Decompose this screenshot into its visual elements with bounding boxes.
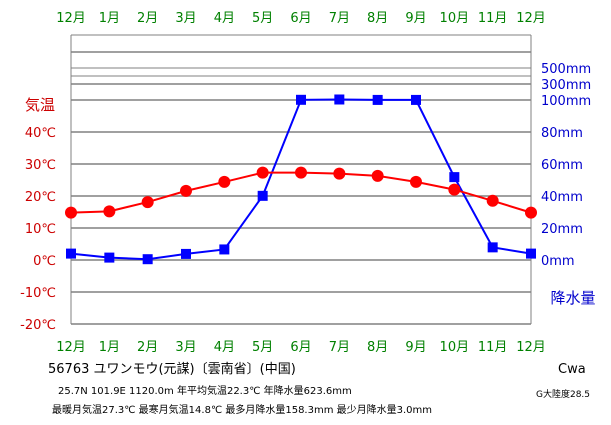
month-label-top: 8月 bbox=[367, 11, 388, 26]
temperature-tick-label: 20℃ bbox=[25, 190, 56, 205]
month-label-bottom: 8月 bbox=[367, 340, 388, 355]
precipitation-tick-label: 300mm bbox=[541, 78, 591, 93]
month-label-bottom: 12月 bbox=[516, 340, 546, 355]
month-label-bottom: 3月 bbox=[175, 340, 196, 355]
month-label-top: 4月 bbox=[214, 11, 235, 26]
temperature-tick-label: -10℃ bbox=[20, 286, 56, 301]
temperature-point bbox=[180, 184, 192, 197]
month-label-bottom: 2月 bbox=[137, 340, 158, 355]
precipitation-tick-label: 100mm bbox=[541, 94, 591, 109]
month-label-top: 2月 bbox=[137, 11, 158, 26]
precipitation-point bbox=[526, 248, 536, 259]
month-label-top: 5月 bbox=[252, 11, 273, 26]
temperature-tick-label: -20℃ bbox=[20, 318, 56, 333]
temperature-point bbox=[218, 175, 231, 188]
precipitation-tick-label: 40mm bbox=[541, 190, 583, 205]
month-label-top: 11月 bbox=[478, 11, 508, 26]
temperature-point bbox=[256, 166, 269, 179]
month-label-top: 3月 bbox=[175, 11, 196, 26]
month-label-top: 7月 bbox=[329, 11, 350, 26]
precipitation-tick-label: 80mm bbox=[541, 126, 583, 141]
precipitation-axis-label: 降水量 bbox=[550, 289, 595, 307]
temperature-point bbox=[371, 169, 384, 182]
month-label-bottom: 12月 bbox=[56, 340, 86, 355]
temperature-tick-label: 0℃ bbox=[33, 254, 56, 269]
month-label-bottom: 6月 bbox=[290, 340, 311, 355]
temperature-point bbox=[448, 183, 461, 196]
temperature-point bbox=[525, 206, 537, 219]
precipitation-tick-label: 20mm bbox=[541, 222, 583, 237]
climate-classification: Cwa bbox=[558, 362, 586, 377]
precipitation-tick-label: 500mm bbox=[541, 62, 591, 77]
station-info-line1: 25.7N 101.9E 1120.0m 年平均気温22.3℃ 年降水量623.… bbox=[58, 386, 352, 397]
temperature-tick-label: 30℃ bbox=[25, 158, 56, 173]
precipitation-line bbox=[70, 98, 532, 261]
month-labels-bottom: 12月 1月 2月 3月 4月 5月 6月 7月 8月 9月 10月 11月 12月 bbox=[56, 340, 546, 355]
climate-chart: 12月 1月 2月 3月 4月 5月 6月 7月 8月 9月 10月 11月 12月 12月 1月 2月 3月… bbox=[20, 11, 595, 355]
month-labels-top: 12月 1月 2月 3月 4月 5月 6月 7月 8月 9月 10月 11月 12月 bbox=[56, 11, 546, 26]
precipitation-point bbox=[372, 94, 383, 105]
station-title: 56763 ユワンモウ(元謀)〔雲南省〕(中国) bbox=[48, 362, 296, 377]
temperature-axis-label: 気温 bbox=[25, 96, 55, 114]
month-label-bottom: 5月 bbox=[252, 340, 273, 355]
temperature-point bbox=[141, 196, 154, 209]
temperature-axis-ticks: 40℃ 30℃ 20℃ 10℃ 0℃ -10℃ -20℃ bbox=[20, 126, 56, 333]
temperature-tick-label: 10℃ bbox=[25, 222, 56, 237]
temperature-point bbox=[103, 205, 116, 218]
month-label-top: 10月 bbox=[440, 11, 470, 26]
month-label-bottom: 7月 bbox=[329, 340, 350, 355]
precipitation-point bbox=[66, 248, 76, 259]
precipitation-point bbox=[449, 172, 460, 183]
month-label-top: 6月 bbox=[290, 11, 311, 26]
temperature-point bbox=[333, 167, 346, 180]
station-info-line2: 最暖月気温27.3℃ 最寒月気温14.8℃ 最多月降水量158.3mm 最少月降… bbox=[52, 405, 433, 416]
precipitation-series bbox=[66, 94, 536, 265]
month-label-top: 12月 bbox=[516, 11, 546, 26]
precipitation-point bbox=[487, 242, 498, 253]
temperature-point bbox=[65, 206, 77, 219]
precipitation-point bbox=[296, 94, 306, 105]
temperature-point bbox=[410, 175, 422, 188]
temperature-tick-label: 40℃ bbox=[25, 126, 56, 141]
precipitation-tick-label: 0mm bbox=[541, 254, 575, 269]
precipitation-tick-label: 60mm bbox=[541, 158, 583, 173]
precipitation-point bbox=[142, 254, 153, 265]
month-label-bottom: 9月 bbox=[405, 340, 426, 355]
precipitation-point bbox=[104, 252, 115, 263]
temperature-series bbox=[65, 166, 537, 219]
precipitation-point bbox=[257, 190, 268, 201]
precipitation-point bbox=[334, 94, 345, 105]
precipitation-point bbox=[411, 94, 421, 105]
month-label-top: 1月 bbox=[99, 11, 120, 26]
temperature-point bbox=[486, 194, 499, 207]
precipitation-point bbox=[219, 244, 230, 255]
month-label-bottom: 11月 bbox=[478, 340, 508, 355]
month-label-bottom: 1月 bbox=[99, 340, 120, 355]
month-label-bottom: 4月 bbox=[214, 340, 235, 355]
month-label-bottom: 10月 bbox=[440, 340, 470, 355]
temperature-point bbox=[295, 166, 307, 179]
month-label-top: 12月 bbox=[56, 11, 86, 26]
chart-grid bbox=[70, 34, 532, 325]
precipitation-point bbox=[181, 248, 191, 259]
continentality-index: G大陸度28.5 bbox=[536, 390, 591, 400]
month-label-top: 9月 bbox=[405, 11, 426, 26]
